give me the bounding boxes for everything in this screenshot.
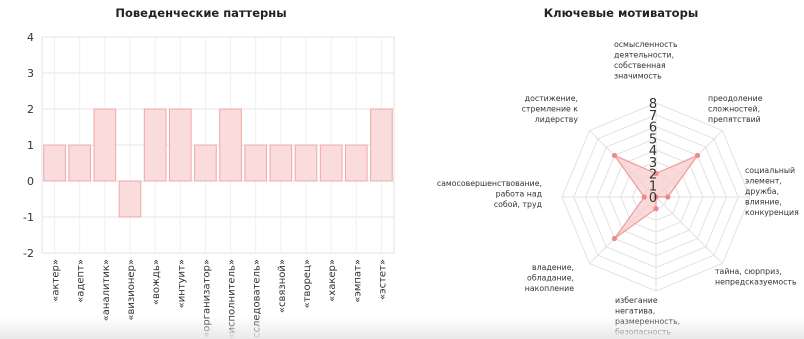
bar-0 (43, 144, 66, 182)
y-tick-label: -2 (23, 247, 34, 260)
bar-10 (294, 144, 318, 182)
radar-axis-label-line: самосовершенствование, (437, 179, 542, 188)
radar-axis-label-line: размеренность, (615, 317, 680, 326)
radar-axis-label-line: негатива, (615, 307, 655, 316)
radar-axis-label-line: конкуренция (745, 208, 799, 217)
radar-tick-label: 1 (649, 179, 657, 194)
radar-axis-label-line: достижение, (525, 94, 578, 103)
bar-13 (370, 108, 393, 182)
x-tick-label: «эмпат» (352, 259, 363, 303)
radar-point (641, 194, 647, 200)
y-tick-label: 1 (27, 139, 34, 152)
radar-point (653, 206, 659, 212)
radar-tick-label: 0 (649, 191, 657, 206)
radar-point (694, 152, 701, 159)
radar-axis-label-line: накопление (525, 284, 574, 293)
x-tick-label: «исследователь» (252, 259, 263, 339)
x-tick-label: «эстет» (377, 259, 388, 300)
bar-2 (93, 108, 117, 182)
radar-axis-label-line: осмысленность (614, 40, 678, 49)
x-tick-label: «адепт» (76, 259, 87, 303)
radar-axis-label-line: тайна, сюрприз, (715, 267, 782, 276)
bar-7 (219, 108, 242, 182)
bar-12 (344, 144, 368, 182)
bar-8 (244, 144, 268, 182)
radar-tick-label: 5 (649, 132, 657, 147)
bar-chart: 4 3 2 1 0 -1 -2 «актер» «адепт» «аналитик» «визион… (23, 31, 395, 339)
radar-axis-label-line: владение, (532, 263, 574, 272)
radar-spoke (655, 196, 723, 264)
radar-axis-label-line: стремление к (522, 105, 579, 114)
y-tick-label: 0 (27, 175, 34, 188)
radar-axis-label: избегание негатива, размеренность, безопасн… (615, 296, 680, 337)
radar-axis-label-line: деятельности, (614, 51, 674, 60)
bar-chart-title: Поведенческие паттерны (115, 6, 287, 20)
radar-axis-label-line: обладание, (527, 274, 574, 283)
radar-tick-label: 2 (649, 168, 657, 183)
bar-1 (68, 144, 92, 182)
x-tick-label: «исполнитель» (227, 259, 238, 339)
radar-axis-label-line: элемент, (745, 177, 782, 186)
radar-axis-label-line: безопасность (615, 328, 671, 337)
x-tick-label: «аналитик» (101, 259, 112, 321)
bar-6 (194, 144, 217, 182)
radar-point (653, 194, 659, 200)
radar-axis-label-line: преодоление (708, 94, 763, 103)
radar-axis-label: самосовершенствование, работа над собой, т… (437, 179, 542, 209)
y-tick-label: -1 (23, 211, 34, 224)
radar-axis-label-line: работа над (496, 190, 542, 199)
radar-tick-label: 6 (649, 121, 657, 136)
radar-axis-label-line: социальный (745, 166, 795, 175)
radar-tick-label: 7 (649, 109, 657, 124)
bar-5 (168, 108, 192, 182)
radar-axis-label: тайна, сюрприз, непредсказуемость (715, 267, 797, 287)
radar-axis-label: достижение, стремление к лидерству (522, 94, 579, 124)
x-tick-label: «интуит» (176, 259, 187, 308)
radar-tick-label: 4 (649, 144, 657, 159)
radar-tick-label: 3 (649, 156, 657, 171)
bar-3 (118, 180, 142, 218)
radar-axis-label: осмысленность деятельности, собственная зна… (614, 40, 678, 81)
x-tick-label: «связной» (277, 259, 288, 313)
y-tick-label: 2 (27, 103, 34, 116)
radar-point (611, 235, 618, 242)
radar-tick-label: 8 (649, 97, 657, 112)
y-tick-label: 4 (27, 31, 34, 44)
x-tick-label: «визионер» (126, 259, 137, 321)
x-tick-label: «актер» (51, 259, 62, 302)
bar-9 (269, 144, 293, 182)
radar-point (665, 194, 671, 200)
x-tick-label: «хакер» (327, 259, 338, 302)
radar-axis-label-line: собой, труд (494, 200, 542, 209)
bar-11 (319, 144, 343, 182)
radar-axis-label-line: непредсказуемость (715, 278, 797, 287)
radar-axis-label-line: избегание (615, 296, 658, 305)
radar-axis-label-line: сложностей, (708, 105, 760, 114)
radar-point (611, 152, 618, 159)
bar-4 (143, 108, 167, 182)
plot-frame (41, 36, 395, 254)
radar-axis-label: социальный элемент, дружба, влияние, конкуре… (745, 166, 799, 217)
radar-axis-label-line: значимость (614, 72, 662, 81)
y-tick-label: 3 (27, 67, 34, 80)
radar-point (653, 170, 659, 177)
radar-axis-label-line: дружба, (745, 187, 779, 196)
x-tick-label: «вождь» (151, 259, 162, 305)
radar-axis-label: владение, обладание, накопление (525, 263, 574, 293)
radar-chart-title: Ключевые мотиваторы (543, 6, 699, 20)
radar-axis-label-line: препятствий (708, 115, 761, 124)
x-tick-label: «творец» (302, 259, 313, 308)
radar-axis-label: преодоление сложностей, препятствий (708, 94, 763, 124)
radar-axis-label-line: собственная (614, 61, 666, 70)
radar-axis-label-line: влияние, (745, 198, 782, 207)
x-tick-label: «организатор» (201, 259, 212, 338)
radar-axis-label-line: лидерству (535, 115, 579, 124)
